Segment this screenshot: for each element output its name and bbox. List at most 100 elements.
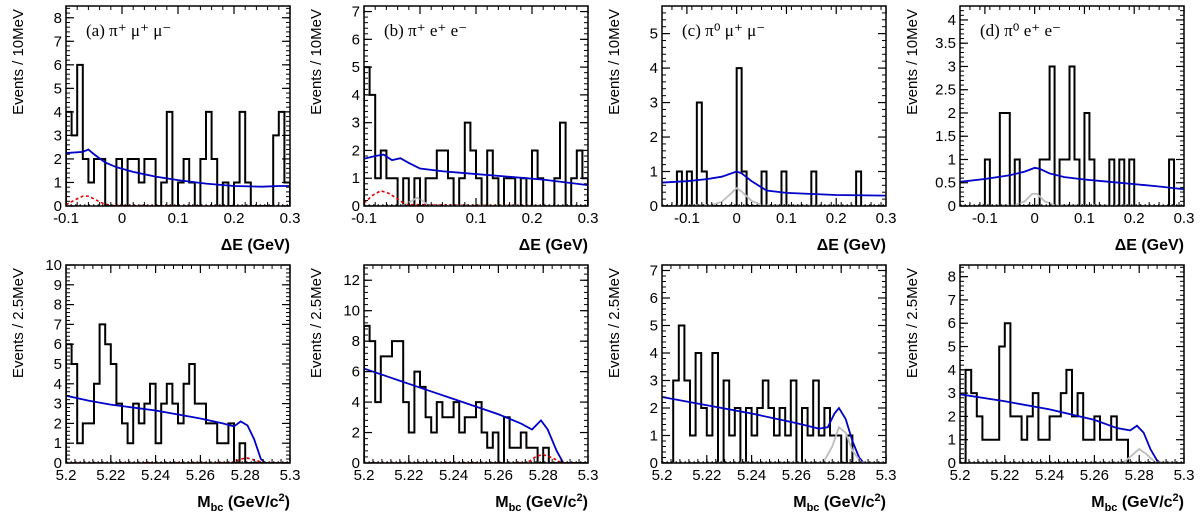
x-tick-label: 0.1 (1074, 210, 1095, 227)
x-axis-label: ΔE (GeV) (221, 237, 290, 254)
y-tick-label: 6 (54, 336, 62, 353)
panel-6: 5.2 5.22 5.24 5.26 5.28 5.3 0 2 4 6 8 10 12 Events / … (308, 264, 598, 514)
data-histogram (960, 65, 1184, 206)
y-tick-label: 4 (352, 394, 360, 411)
y-tick-label: 2 (650, 400, 658, 417)
x-tick-label: 5.24 (1035, 467, 1064, 484)
y-tick-label: 2.5 (935, 82, 956, 99)
panel-4: -0.1 0 0.1 0.2 0.3 0 0.5 1 1.5 2 2.5 3 3.5 4 Events / … (904, 5, 1194, 254)
data-histogram (66, 323, 290, 463)
y-tick-label: 3 (54, 127, 62, 144)
x-tick-label: 5.2 (950, 467, 971, 484)
panel-5: 5.2 5.22 5.24 5.26 5.28 5.3 0 1 2 3 4 5 6 7 8 9 10 Events… (10, 257, 300, 514)
y-tick-label: 10 (45, 257, 62, 274)
y-tick-label: 7 (948, 292, 956, 309)
y-axis-label: Events / 2.5MeV (10, 268, 27, 378)
y-tick-label: 8 (948, 269, 956, 286)
y-tick-label: 3 (948, 385, 956, 402)
x-tick-label: 0.2 (522, 210, 543, 227)
x-tick-label: 5.22 (394, 467, 423, 484)
y-tick-label: 4 (650, 60, 658, 77)
plot-frame (959, 5, 1185, 207)
y-tick-label: 5 (54, 356, 62, 373)
x-tick-label: 5.2 (652, 467, 673, 484)
y-tick-label: 6 (948, 315, 956, 332)
x-axis-label: Mbc (GeV/c2) (197, 492, 290, 514)
y-axis-label: Events / 2.5MeV (606, 268, 623, 378)
y-tick-label: 8 (54, 297, 62, 314)
x-tick-label: 5.22 (990, 467, 1019, 484)
x-tick-label: 5.28 (827, 467, 856, 484)
x-tick-label: 5.26 (484, 467, 513, 484)
y-tick-label: 7 (54, 33, 62, 50)
data-histogram (364, 66, 588, 206)
x-axis-label: Mbc (GeV/c2) (495, 492, 588, 514)
fit-signal-curve (662, 425, 886, 463)
x-tick-label: 5.3 (1174, 467, 1195, 484)
y-tick-label: 1 (650, 428, 658, 445)
fit-signal-curve (662, 186, 886, 206)
fit-total-curve (66, 148, 290, 188)
y-tick-label: 0 (650, 455, 658, 472)
y-tick-label: 6 (352, 31, 360, 48)
y-tick-label: 0 (650, 198, 658, 215)
y-tick-label: 1.5 (935, 128, 956, 145)
y-tick-label: 9 (54, 277, 62, 294)
y-tick-label: 4 (948, 12, 956, 29)
y-axis-label: Events / 10MeV (308, 9, 325, 115)
x-tick-label: 0.1 (168, 210, 189, 227)
y-tick-label: 0 (948, 198, 956, 215)
y-tick-label: 7 (352, 4, 360, 21)
data-histogram (662, 67, 886, 206)
x-tick-label: 5.28 (529, 467, 558, 484)
x-tick-label: 5.26 (782, 467, 811, 484)
y-tick-label: 10 (343, 303, 360, 320)
x-tick-label: 0.2 (1124, 210, 1145, 227)
y-axis-label: Events / 10MeV (10, 9, 27, 115)
x-tick-label: 0.2 (826, 210, 847, 227)
y-tick-label: 1 (54, 174, 62, 191)
y-tick-label: 6 (54, 57, 62, 74)
x-tick-label: 5.28 (1125, 467, 1154, 484)
plot-frame (661, 5, 887, 207)
y-tick-label: 0 (352, 198, 360, 215)
x-tick-label: 5.26 (1080, 467, 1109, 484)
x-tick-label: 0.1 (776, 210, 797, 227)
x-tick-label: 5.28 (231, 467, 260, 484)
fit-signal-curve (960, 193, 1184, 206)
x-tick-label: 5.26 (186, 467, 215, 484)
fit-signal-curve (960, 447, 1184, 463)
x-tick-label: 5.24 (737, 467, 766, 484)
y-tick-label: 3 (650, 373, 658, 390)
x-tick-label: 0.3 (578, 210, 599, 227)
y-tick-label: 1 (54, 435, 62, 452)
y-tick-label: 2 (650, 129, 658, 146)
fit-total-curve (960, 166, 1184, 191)
y-tick-label: 3 (54, 396, 62, 413)
y-tick-label: 8 (54, 10, 62, 27)
data-histogram (364, 324, 588, 463)
x-tick-label: 5.24 (439, 467, 468, 484)
y-tick-label: 2 (352, 425, 360, 442)
x-tick-label: 0 (1030, 210, 1038, 227)
y-tick-label: 4 (948, 362, 956, 379)
x-tick-label: 5.2 (354, 467, 375, 484)
panel-8: 5.2 5.22 5.24 5.26 5.28 5.3 0 1 2 3 4 5 6 7 8 Events / … (904, 264, 1195, 514)
y-tick-label: 2 (948, 408, 956, 425)
y-tick-label: 3 (650, 95, 658, 112)
y-tick-label: 4 (54, 104, 62, 121)
x-tick-label: 5.3 (280, 467, 301, 484)
x-tick-label: 0.3 (876, 210, 897, 227)
x-tick-label: 5.3 (876, 467, 897, 484)
panel-7: 5.2 5.22 5.24 5.26 5.28 5.3 0 1 2 3 4 5 6 7 Events / 2… (606, 263, 896, 515)
y-tick-label: 5 (948, 339, 956, 356)
y-tick-label: 0.5 (935, 175, 956, 192)
y-axis-label: Events / 2.5MeV (904, 268, 921, 378)
x-tick-label: 5.22 (692, 467, 721, 484)
data-histogram (960, 322, 1184, 463)
y-tick-label: 2 (54, 415, 62, 432)
fit-total-curve (66, 394, 266, 463)
y-tick-label: 5 (650, 26, 658, 43)
